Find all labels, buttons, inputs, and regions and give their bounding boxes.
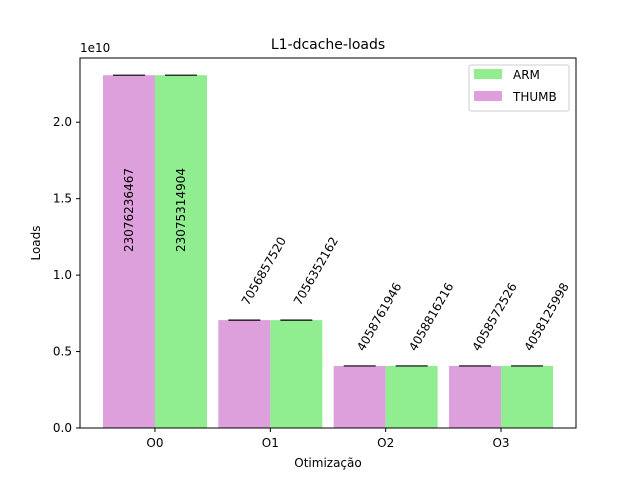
legend: ARM THUMB: [468, 64, 570, 112]
bar-arm-o2: [385, 365, 438, 428]
y-tick-label-1: 0.5: [53, 345, 72, 359]
bar-thumb-o3: [449, 365, 502, 428]
bar-thumb-o1: [218, 320, 271, 428]
y-axis: 0.0 0.5 1.0 1.5 2.0: [53, 115, 80, 435]
x-tick-label-o3: O3: [492, 436, 509, 450]
bar-thumb-o2: [333, 365, 386, 428]
value-label-thumb-o0: 23076236467: [122, 168, 136, 252]
x-tick-label-o1: O1: [262, 436, 279, 450]
legend-swatch-arm: [474, 69, 502, 79]
legend-swatch-thumb: [474, 91, 502, 101]
value-label-thumb-o1: 7056857520: [239, 234, 289, 307]
bar-arm-o1: [270, 320, 323, 428]
plot-frame: [79, 57, 577, 429]
value-label-arm-o1: 7056352162: [291, 234, 341, 307]
y-axis-label: Loads: [29, 225, 43, 260]
y-offset-label: 1e10: [80, 41, 110, 55]
legend-label-thumb: THUMB: [512, 90, 557, 104]
y-tick-label-2: 1.0: [53, 268, 72, 282]
chart-title: L1-dcache-loads: [271, 37, 385, 53]
x-tick-label-o0: O0: [146, 436, 163, 450]
bar-arm-o3: [501, 365, 554, 428]
bar-thumb-o0: [102, 75, 155, 428]
y-tick-label-0: 0.0: [53, 421, 72, 435]
legend-label-arm: ARM: [513, 68, 540, 82]
value-label-thumb-o3: 4058572526: [469, 280, 519, 353]
y-tick-label-3: 1.5: [53, 192, 72, 206]
x-axis-label: Otimização: [294, 456, 361, 470]
bars-group: [102, 74, 554, 429]
bar-arm-o0: [154, 75, 207, 429]
value-label-thumb-o2: 4058761946: [354, 280, 404, 353]
x-tick-label-o2: O2: [377, 436, 394, 450]
value-label-arm-o2: 4058816216: [406, 280, 456, 353]
y-tick-label-4: 2.0: [53, 115, 72, 129]
x-axis: O0 O1 O2 O3: [146, 428, 510, 450]
value-label-arm-o3: 4058125998: [521, 280, 571, 353]
value-label-arm-o0: 23075314904: [174, 168, 188, 252]
